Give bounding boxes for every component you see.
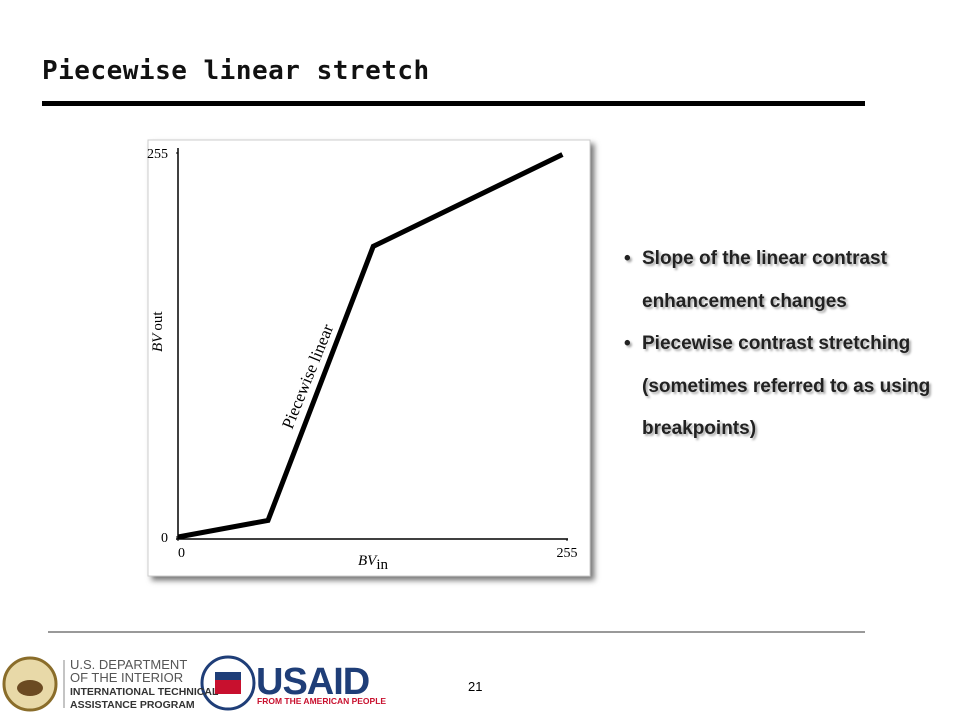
x-label-main: BV	[358, 553, 378, 569]
x-label-sub: in	[376, 557, 388, 573]
slide-title: Piecewise linear stretch	[42, 56, 430, 86]
doi-text: U.S. DEPARTMENT	[70, 657, 187, 672]
x-tick-label: 0	[178, 546, 185, 561]
y-label-sub: out	[150, 311, 166, 331]
x-axis-label: BVin	[358, 553, 388, 573]
usaid-logo	[200, 655, 256, 711]
doi-logo	[2, 656, 65, 712]
bullet: Slope of the linear contrast enhancement…	[612, 238, 957, 323]
doi-text: INTERNATIONAL TECHNICAL	[70, 686, 219, 698]
y-label-main: BV	[150, 332, 166, 352]
y-tick-label: 255	[147, 147, 168, 162]
bullet-list: Slope of the linear contrast enhancement…	[612, 238, 957, 451]
x-tick-label: 255	[557, 546, 578, 561]
doi-text: OF THE INTERIOR	[70, 670, 183, 685]
usaid-wordmark: USAID	[256, 661, 369, 703]
bullet: Piecewise contrast stretching (sometimes…	[612, 323, 957, 451]
chart-frame	[147, 139, 591, 577]
y-tick-label: 0	[161, 531, 168, 546]
title-rule	[42, 101, 865, 106]
data-line	[177, 152, 564, 540]
usaid-tagline: FROM THE AMERICAN PEOPLE	[257, 696, 386, 706]
y-axis-label: BVout	[150, 311, 166, 352]
doi-text: ASSISTANCE PROGRAM	[70, 699, 195, 711]
page-number: 21	[468, 679, 483, 694]
